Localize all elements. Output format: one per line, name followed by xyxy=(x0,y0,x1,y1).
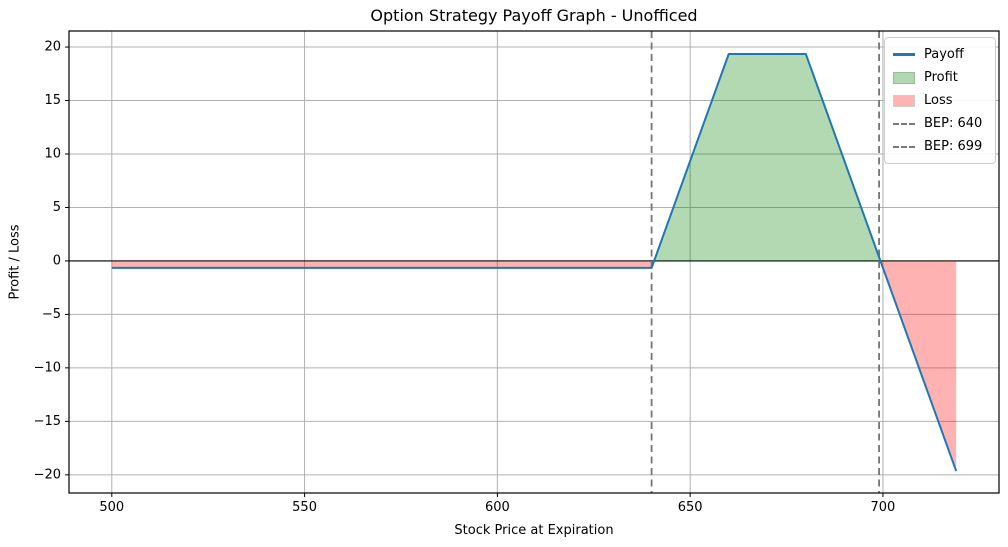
legend-label: Payoff xyxy=(924,47,964,62)
svg-text:15: 15 xyxy=(44,93,61,108)
bep-640-dash-swatch xyxy=(893,122,915,125)
y-axis-label: Profit / Loss xyxy=(7,224,23,300)
svg-text:5: 5 xyxy=(53,200,61,215)
svg-text:−5: −5 xyxy=(42,307,61,322)
svg-text:600: 600 xyxy=(485,500,510,515)
chart-title: Option Strategy Payoff Graph - Unofficed xyxy=(370,6,698,25)
profit-patch-swatch xyxy=(893,71,915,84)
legend-label: BEP: 640 xyxy=(924,116,983,131)
legend-entry-profit: Profit xyxy=(893,66,987,89)
svg-text:−10: −10 xyxy=(34,360,61,375)
svg-text:500: 500 xyxy=(99,500,124,515)
svg-text:−20: −20 xyxy=(34,467,61,482)
legend-label: Profit xyxy=(924,70,958,85)
legend-entry-bep-699: BEP: 699 xyxy=(893,135,987,158)
svg-text:−15: −15 xyxy=(34,414,61,429)
legend-label: Loss xyxy=(924,93,953,108)
legend: Payoff Profit Loss BEP: 640 BEP: 699 xyxy=(884,37,996,164)
legend-entry-bep-640: BEP: 640 xyxy=(893,112,987,135)
legend-entry-loss: Loss xyxy=(893,89,987,112)
svg-text:20: 20 xyxy=(44,40,61,55)
svg-text:0: 0 xyxy=(53,253,61,268)
x-axis-label: Stock Price at Expiration xyxy=(454,523,614,538)
bep-699-dash-swatch xyxy=(893,145,915,148)
legend-label: BEP: 699 xyxy=(924,139,983,154)
svg-text:650: 650 xyxy=(678,500,703,515)
svg-text:700: 700 xyxy=(871,500,896,515)
loss-patch-swatch xyxy=(893,94,915,107)
svg-text:10: 10 xyxy=(44,146,61,161)
payoff-line-swatch xyxy=(893,53,915,56)
svg-text:550: 550 xyxy=(292,500,317,515)
legend-entry-payoff: Payoff xyxy=(893,43,987,66)
